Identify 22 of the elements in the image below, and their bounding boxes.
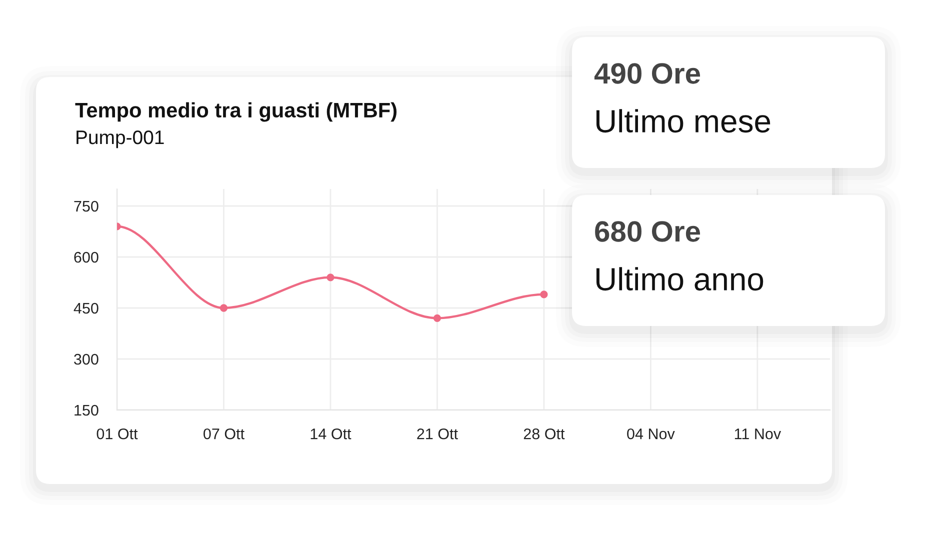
chart-title: Tempo medio tra i guasti (MTBF)	[75, 102, 397, 122]
x-tick-label: 14 Ott	[310, 428, 352, 440]
text: 490 Ore	[594, 63, 700, 84]
x-tick-label: 21 Ott	[417, 428, 458, 440]
annotation: 680 Ore	[595, 221, 700, 242]
x-tick-label: 11 Nov	[734, 428, 782, 440]
annotation: Ultimo anno	[596, 267, 764, 291]
chart-subtitle: Pump-001	[76, 130, 164, 148]
point	[220, 304, 228, 312]
y-tick-label: 600	[74, 252, 98, 263]
point	[540, 290, 548, 298]
x-tick-label: 01 Ott	[96, 428, 138, 440]
y-tick-label: 300	[74, 354, 98, 365]
y-tick-label: 450	[74, 302, 98, 314]
point	[433, 314, 442, 322]
x-tick-label: 28 Ott	[524, 428, 565, 440]
y-tick-label: 150	[74, 404, 98, 416]
point	[326, 274, 334, 282]
x-tick-label: 07 Ott	[204, 428, 244, 440]
y-tick-label: 750	[74, 200, 98, 212]
x-tick-label: 04 Nov	[627, 428, 675, 440]
text: Ultimo mese	[596, 109, 770, 133]
